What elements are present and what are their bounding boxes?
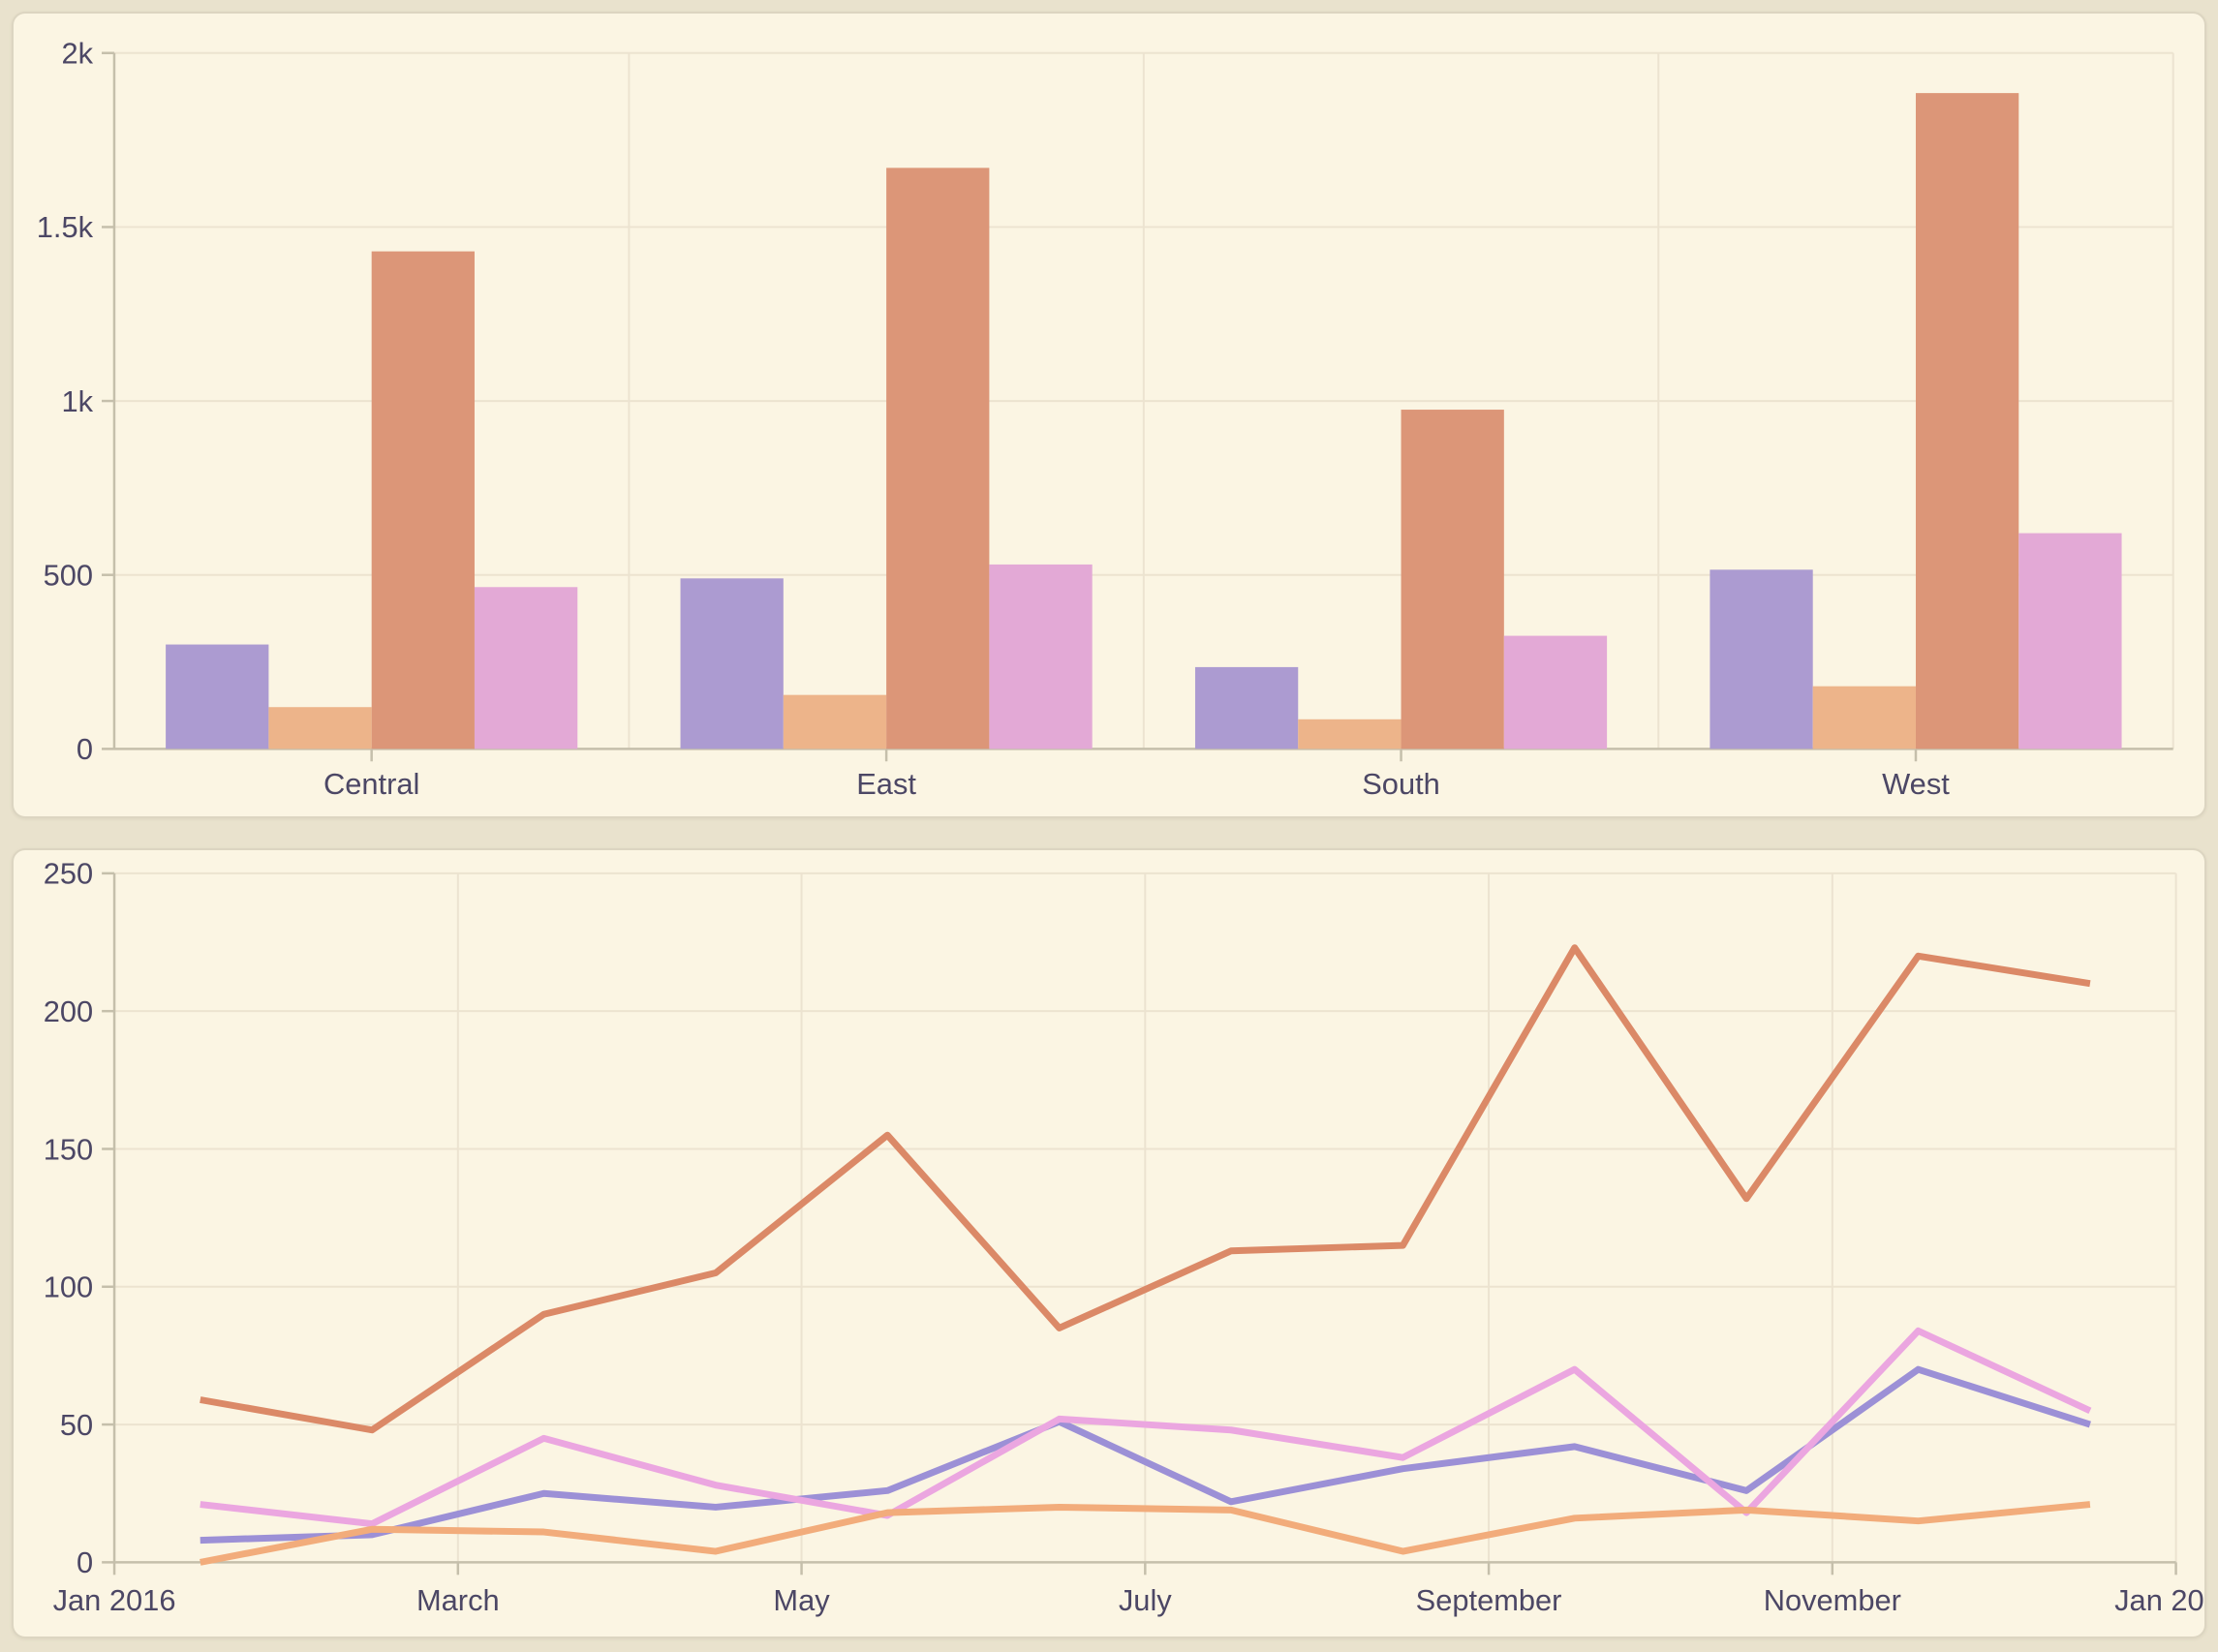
bar-south-salmon-series[interactable]: [1401, 410, 1504, 750]
bar-central-peach-series[interactable]: [268, 707, 372, 750]
x-tick-label: March: [416, 1583, 500, 1617]
x-tick-label: September: [1416, 1583, 1562, 1617]
bar-chart: 0 500 1k 1.5k 2k Central East South West: [37, 37, 2174, 801]
y-tick-label: 0: [77, 732, 93, 766]
bar-south-purple-series[interactable]: [1194, 666, 1299, 750]
x-tick-label: May: [773, 1583, 830, 1617]
bar-west-pink-series[interactable]: [2018, 533, 2122, 750]
y-tick-label: 1k: [61, 384, 93, 418]
x-category-label: Central: [323, 767, 419, 801]
y-tick-label: 50: [60, 1408, 93, 1442]
line-salmon-series[interactable]: [200, 944, 2091, 1434]
bar-south-peach-series[interactable]: [1298, 719, 1402, 750]
bar-chart-card: 0 500 1k 1.5k 2k Central East South West: [12, 12, 2206, 818]
x-tick-label: Jan 2017: [2114, 1583, 2204, 1617]
bar-east-peach-series[interactable]: [783, 694, 887, 750]
x-category-label: West: [1882, 767, 1950, 801]
x-tick-label: July: [1119, 1583, 1172, 1617]
y-tick-label: 500: [44, 559, 93, 593]
bar-central-purple-series[interactable]: [166, 644, 269, 750]
y-tick-label: 2k: [61, 37, 93, 71]
x-tick-label: November: [1764, 1583, 1901, 1617]
x-category-label: East: [856, 767, 916, 801]
y-tick-label: 100: [44, 1270, 93, 1304]
bar-west-peach-series[interactable]: [1812, 686, 1916, 750]
bar-east-pink-series[interactable]: [989, 564, 1093, 750]
y-tick-label: 200: [44, 994, 93, 1028]
y-tick-label: 0: [77, 1545, 93, 1579]
y-tick-label: 250: [44, 857, 93, 891]
line-chart: 0 50 100 150 200 250 Jan 2016 March May July Septe…: [44, 857, 2204, 1617]
bar-east-purple-series[interactable]: [680, 578, 784, 750]
x-category-label: South: [1362, 767, 1440, 801]
bar-west-purple-series[interactable]: [1710, 569, 1813, 750]
x-tick-label: Jan 2016: [53, 1583, 176, 1617]
line-orange-series[interactable]: [200, 1501, 2091, 1566]
y-tick-label: 1.5k: [37, 210, 94, 244]
bar-central-salmon-series[interactable]: [371, 251, 475, 750]
line-pink-series[interactable]: [200, 1327, 2092, 1528]
bar-west-salmon-series[interactable]: [1915, 93, 2019, 750]
bar-south-pink-series[interactable]: [1503, 635, 1608, 750]
line-chart-card: 0 50 100 150 200 250 Jan 2016 March May July Septe…: [12, 848, 2206, 1638]
line-purple-series[interactable]: [200, 1365, 2091, 1545]
bar-east-salmon-series[interactable]: [886, 168, 990, 750]
bar-central-pink-series[interactable]: [474, 587, 578, 750]
y-tick-label: 150: [44, 1132, 93, 1166]
